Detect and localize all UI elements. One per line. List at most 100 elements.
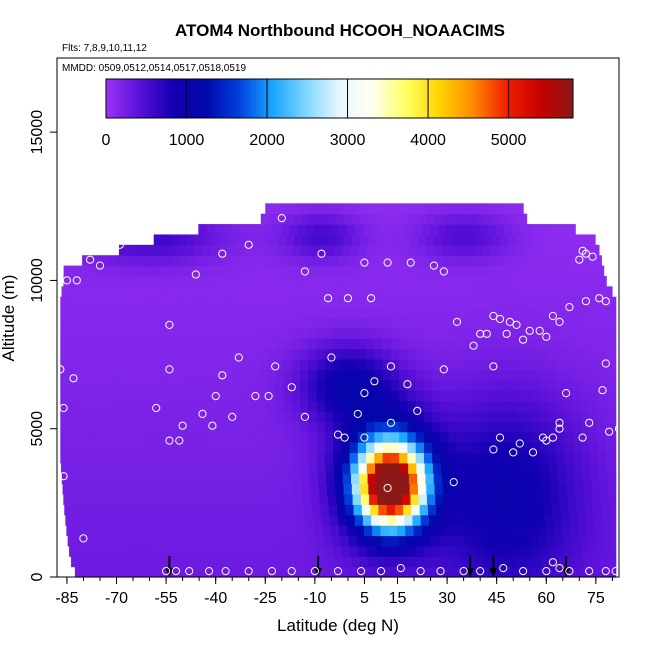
heatmap-cell bbox=[262, 504, 272, 516]
colorbar-swatch bbox=[356, 79, 361, 118]
heatmap-cell bbox=[405, 566, 415, 578]
heatmap-cell bbox=[350, 286, 360, 298]
heatmap-cell bbox=[137, 556, 147, 568]
heatmap-cell bbox=[590, 244, 599, 256]
colorbar-swatch bbox=[249, 79, 254, 118]
heatmap-cell bbox=[85, 431, 94, 443]
heatmap-cell bbox=[564, 317, 574, 329]
heatmap-cell bbox=[531, 307, 541, 319]
heatmap-cell bbox=[399, 442, 409, 454]
heatmap-cell bbox=[506, 442, 516, 454]
heatmap-cell bbox=[390, 410, 400, 422]
heatmap-cell bbox=[349, 390, 359, 402]
heatmap-cell bbox=[60, 359, 70, 370]
heatmap-cell bbox=[482, 545, 492, 557]
heatmap-cell bbox=[614, 462, 617, 474]
heatmap-cell bbox=[426, 483, 436, 495]
heatmap-cell bbox=[62, 483, 72, 495]
heatmap-cell bbox=[580, 327, 590, 339]
heatmap-cell bbox=[500, 556, 510, 568]
heatmap-cell bbox=[433, 286, 443, 298]
heatmap-cell bbox=[558, 234, 568, 246]
heatmap-cell bbox=[341, 338, 351, 350]
heatmap-cell bbox=[481, 296, 491, 308]
heatmap-cell bbox=[423, 421, 433, 433]
heatmap-cell bbox=[129, 493, 139, 505]
heatmap-cell bbox=[283, 545, 293, 557]
heatmap-cell bbox=[118, 431, 128, 443]
heatmap-cell bbox=[409, 234, 419, 246]
heatmap-cell bbox=[234, 462, 244, 474]
heatmap-cell bbox=[388, 566, 398, 578]
heatmap-cell bbox=[498, 369, 508, 381]
heatmap-cell bbox=[597, 327, 607, 339]
heatmap-cell bbox=[126, 410, 136, 422]
heatmap-cell bbox=[514, 452, 524, 464]
heatmap-cell bbox=[200, 338, 210, 350]
heatmap-cell bbox=[548, 244, 558, 256]
heatmap-cell bbox=[507, 244, 517, 256]
heatmap-cell bbox=[407, 421, 417, 433]
heatmap-cell bbox=[341, 545, 351, 557]
heatmap-cell bbox=[374, 545, 384, 557]
heatmap-cell bbox=[580, 307, 590, 319]
heatmap-cell bbox=[299, 379, 309, 391]
heatmap-cell bbox=[572, 442, 582, 454]
sample-point bbox=[436, 567, 445, 576]
heatmap-cell bbox=[605, 348, 615, 360]
heatmap-cell bbox=[266, 400, 276, 412]
heatmap-cell bbox=[299, 421, 309, 433]
heatmap-cell bbox=[96, 275, 106, 287]
heatmap-cell bbox=[586, 255, 596, 267]
heatmap-cell bbox=[336, 493, 345, 505]
heatmap-cell bbox=[293, 473, 303, 485]
heatmap-cell bbox=[110, 545, 120, 557]
heatmap-cell bbox=[598, 244, 600, 256]
heatmap-cell bbox=[333, 327, 342, 339]
heatmap-cell bbox=[415, 410, 425, 422]
heatmap-cell bbox=[123, 255, 133, 267]
heatmap-cell bbox=[250, 410, 260, 422]
heatmap-cell bbox=[98, 514, 108, 526]
heatmap-cell bbox=[462, 514, 471, 526]
sample-point bbox=[512, 320, 521, 329]
heatmap-cell bbox=[399, 317, 409, 329]
heatmap-cell bbox=[556, 421, 566, 433]
sample-point bbox=[396, 564, 405, 573]
heatmap-cell bbox=[275, 452, 285, 464]
heatmap-cell bbox=[547, 390, 557, 402]
heatmap-cell bbox=[445, 514, 455, 526]
heatmap-cell bbox=[85, 296, 94, 308]
heatmap-cell bbox=[374, 431, 384, 443]
heatmap-cell bbox=[539, 369, 549, 381]
heatmap-cell bbox=[79, 556, 89, 568]
heatmap-cell bbox=[440, 369, 450, 381]
heatmap-cell bbox=[247, 514, 257, 526]
heatmap-cell bbox=[465, 369, 475, 381]
heatmap-cell bbox=[134, 338, 144, 350]
heatmap-cell bbox=[184, 390, 194, 402]
heatmap-cell bbox=[333, 244, 343, 256]
heatmap-cell bbox=[153, 483, 163, 495]
heatmap-cell bbox=[523, 307, 532, 319]
heatmap-cell bbox=[209, 390, 218, 402]
heatmap-cell bbox=[457, 369, 466, 381]
heatmap-cell bbox=[531, 421, 541, 433]
heatmap-cell bbox=[432, 317, 442, 329]
heatmap-cell bbox=[333, 442, 342, 454]
heatmap-cell bbox=[290, 203, 299, 215]
colorbar-swatch bbox=[359, 79, 364, 118]
sample-point bbox=[360, 258, 369, 267]
heatmap-cell bbox=[243, 473, 253, 485]
heatmap-cell bbox=[93, 327, 103, 339]
heatmap-cell bbox=[506, 327, 516, 339]
colorbar-swatch bbox=[469, 79, 474, 118]
heatmap-cell bbox=[418, 556, 428, 568]
heatmap-cell bbox=[371, 255, 381, 267]
heatmap-cell bbox=[299, 390, 309, 402]
heatmap-cell bbox=[283, 338, 293, 350]
heatmap-cell bbox=[266, 327, 276, 339]
heatmap-cell bbox=[134, 400, 144, 412]
heatmap-cell bbox=[506, 348, 516, 360]
heatmap-cell bbox=[74, 525, 84, 537]
